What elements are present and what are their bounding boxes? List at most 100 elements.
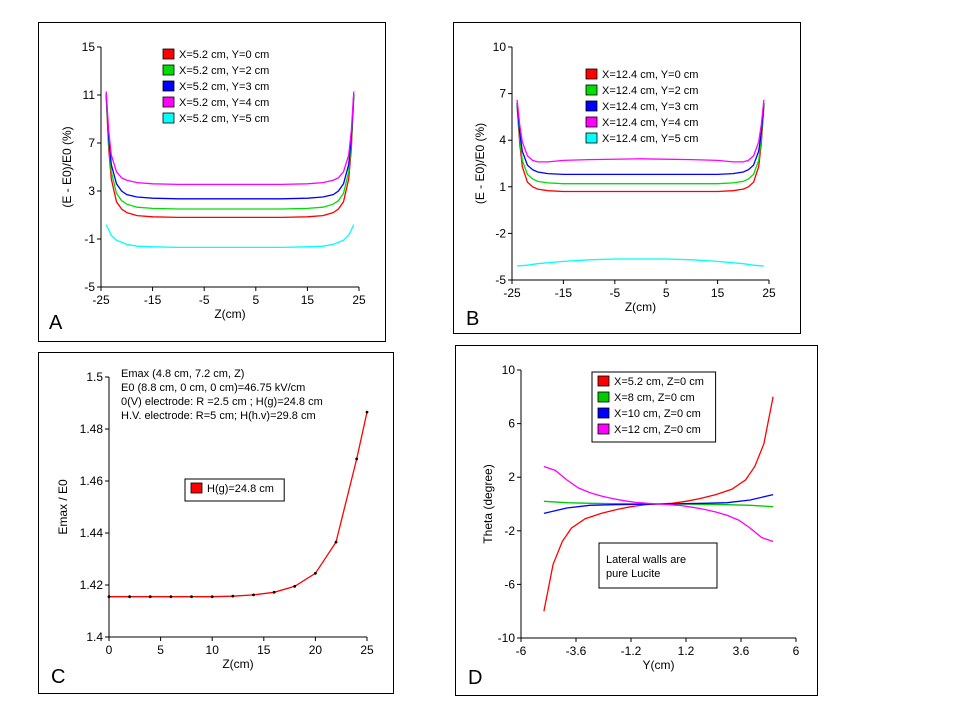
x-tick-label: 5 — [663, 286, 670, 300]
x-tick-label: 5 — [252, 293, 259, 307]
series-line — [105, 96, 355, 219]
panel-label: A — [49, 312, 63, 334]
series-line — [543, 465, 774, 543]
x-tick-label: 15 — [301, 293, 315, 307]
y-tick-label: -6 — [504, 577, 515, 591]
series-line — [516, 104, 765, 185]
legend-swatch — [162, 96, 175, 108]
legend-swatch — [190, 482, 203, 494]
legend-swatch — [585, 116, 598, 128]
y-tick-label: 1.42 — [80, 578, 104, 592]
y-tick-label: -2 — [504, 524, 515, 538]
series-line — [516, 99, 765, 163]
panel-label: C — [51, 666, 65, 688]
y-tick-label: 6 — [508, 417, 515, 431]
x-tick-label: 25 — [762, 286, 776, 300]
chart-panel-b: -5 -2 1 4 7 10 -25 -15 -5 5 15 25 Z(cm) (E - E0)/E0 (… — [453, 22, 801, 334]
legend-swatch — [162, 64, 175, 76]
x-tick-label: -1.2 — [621, 644, 642, 658]
x-tick-label: -6 — [516, 644, 527, 658]
x-tick-label: -5 — [609, 286, 620, 300]
legend-swatch — [597, 391, 610, 403]
x-tick-label: 5 — [157, 643, 164, 657]
legend-box — [591, 371, 717, 443]
data-point — [355, 457, 359, 461]
y-tick-label: -5 — [495, 273, 506, 287]
legend-entry: X=5.2 cm, Y=4 cm — [179, 97, 269, 109]
annotation-text: H.V. electrode: R=5 cm; H(h.v)=29.8 cm — [121, 410, 316, 422]
legend-entry: H(g)=24.8 cm — [207, 483, 274, 495]
x-tick-label: 0 — [106, 643, 113, 657]
legend-entry: X=8 cm, Z=0 cm — [614, 392, 695, 404]
x-tick-label: 15 — [257, 643, 271, 657]
x-tick-label: -25 — [503, 286, 521, 300]
y-tick-label: -1 — [84, 232, 95, 246]
legend-swatch — [597, 407, 610, 419]
legend-swatch — [585, 100, 598, 112]
legend-entry: X=12.4 cm, Y=5 cm — [602, 133, 698, 145]
y-tick-label: 15 — [82, 40, 96, 54]
x-tick-label: 1.2 — [678, 644, 695, 658]
x-axis-label: Z(cm) — [222, 657, 253, 671]
series-line — [105, 93, 355, 200]
y-axis-label: Theta (degree) — [481, 464, 495, 543]
x-tick-label: 25 — [360, 643, 374, 657]
legend-box — [184, 478, 285, 502]
y-tick-label: 7 — [499, 87, 506, 101]
x-tick-label: -15 — [555, 286, 573, 300]
annotation-text: 0(V) electrode: R =2.5 cm ; H(g)=24.8 cm — [121, 396, 323, 408]
series-line — [516, 105, 765, 193]
legend-swatch — [585, 84, 598, 96]
data-point — [107, 595, 111, 599]
data-point — [365, 410, 369, 414]
series-line — [517, 258, 764, 267]
x-tick-label: -5 — [199, 293, 210, 307]
y-tick-label: 1.5 — [86, 370, 103, 384]
annotation-box — [598, 542, 718, 589]
data-point — [148, 595, 152, 599]
legend-entry: X=12.4 cm, Y=0 cm — [602, 69, 698, 81]
legend-entry: X=12.4 cm, Y=3 cm — [602, 101, 698, 113]
y-tick-label: -2 — [495, 226, 506, 240]
data-point — [314, 571, 317, 575]
legend-entry: X=5.2 cm, Y=0 cm — [179, 49, 269, 61]
x-tick-label: -15 — [144, 293, 162, 307]
x-tick-label: 20 — [309, 643, 323, 657]
x-tick-label: 3.6 — [733, 644, 750, 658]
legend-swatch — [597, 423, 610, 435]
series-line — [105, 91, 355, 186]
y-tick-label: 1.48 — [80, 422, 104, 436]
data-point — [231, 594, 235, 598]
legend-entry: X=10 cm, Z=0 cm — [614, 408, 701, 420]
chart-c-svg: 1.4 1.42 1.44 1.46 1.48 1.5 0 5 10 15 20 25 Z(cm) Ema… — [51, 368, 374, 688]
x-tick-label: -25 — [92, 293, 110, 307]
data-point — [272, 590, 276, 594]
x-tick-label: -3.6 — [566, 644, 587, 658]
y-tick-label: 11 — [83, 88, 96, 102]
data-point — [210, 595, 214, 599]
y-tick-label: 1.46 — [80, 474, 104, 488]
panel-label: B — [466, 308, 479, 330]
legend-entry: X=5.2 cm, Y=2 cm — [179, 65, 269, 77]
y-tick-label: 3 — [88, 184, 95, 198]
chart-panel-a: -5 -1 3 7 11 15 -25 -15 -5 5 15 25 Z(cm) (E - E0)/E0 … — [38, 22, 386, 342]
legend-entry: X=12.4 cm, Y=4 cm — [602, 117, 698, 129]
legend-entry: X=12 cm, Z=0 cm — [614, 424, 701, 436]
series-line — [105, 224, 355, 249]
y-tick-label: 1 — [499, 180, 506, 194]
legend-swatch — [162, 112, 175, 124]
annotation-text: Emax (4.8 cm, 7.2 cm, Z) — [121, 368, 244, 380]
y-tick-label: 1.4 — [86, 630, 103, 644]
y-axis-label: (E - E0)/E0 (%) — [60, 126, 74, 207]
data-point — [293, 584, 297, 588]
legend-entry: X=5.2 cm, Y=3 cm — [179, 81, 269, 93]
y-tick-label: -10 — [498, 631, 516, 645]
x-tick-label: 25 — [352, 293, 366, 307]
x-axis-label: Z(cm) — [214, 307, 245, 321]
chart-a-svg: -5 -1 3 7 11 15 -25 -15 -5 5 15 25 Z(cm) (E - E0)/E0 … — [49, 40, 366, 334]
legend-swatch — [585, 132, 598, 144]
chart-panel-c: 1.4 1.42 1.44 1.46 1.48 1.5 0 5 10 15 20 25 Z(cm) Ema… — [38, 352, 394, 694]
data-point — [128, 595, 132, 599]
y-axis-label: (E - E0)/E0 (%) — [473, 123, 487, 204]
